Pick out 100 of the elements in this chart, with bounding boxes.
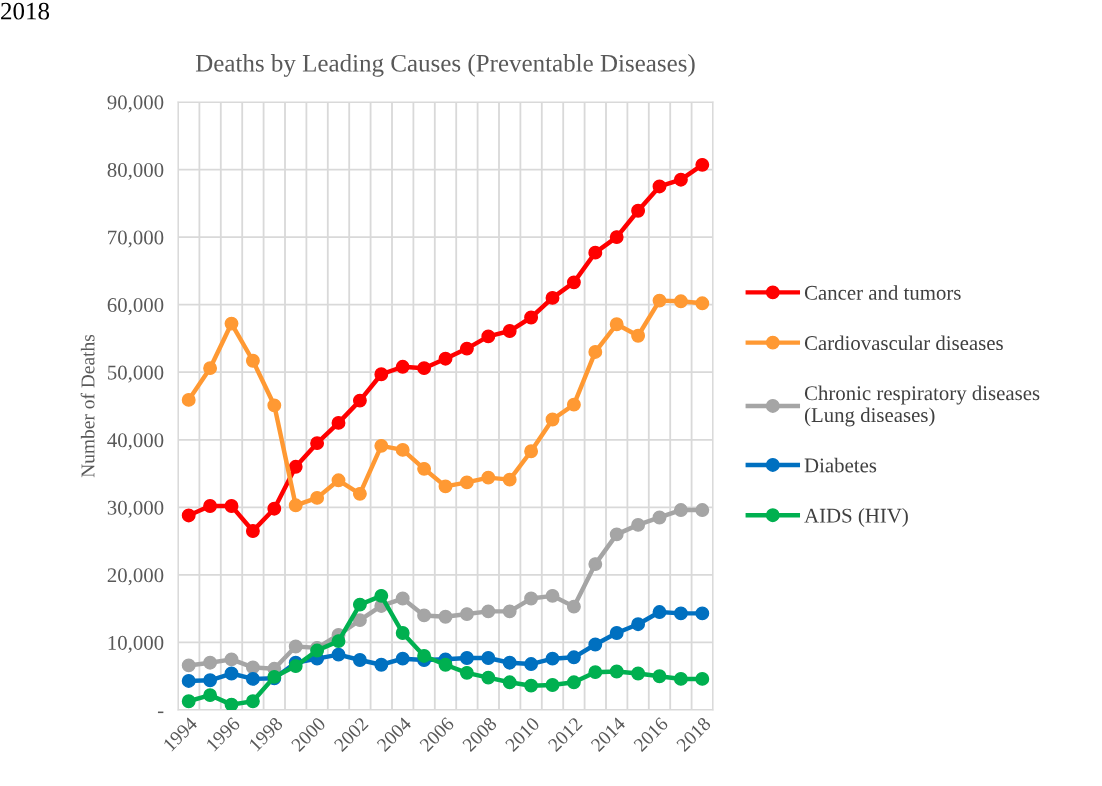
point xyxy=(438,609,453,624)
point xyxy=(181,658,196,673)
point xyxy=(288,459,303,474)
point xyxy=(203,499,218,513)
point xyxy=(352,393,367,408)
point xyxy=(652,510,667,525)
point xyxy=(566,599,581,614)
y-tick-label: 10,000 xyxy=(108,635,164,653)
point xyxy=(417,649,432,663)
point xyxy=(652,179,667,194)
point xyxy=(245,353,260,368)
point xyxy=(395,626,410,640)
point xyxy=(203,361,218,376)
point xyxy=(331,415,346,430)
point xyxy=(245,671,260,686)
point xyxy=(459,607,474,622)
point xyxy=(481,604,496,619)
point xyxy=(524,591,539,606)
point xyxy=(545,588,560,603)
point xyxy=(588,245,603,260)
point xyxy=(288,659,303,674)
y-tick-label: 70,000 xyxy=(108,230,164,248)
point xyxy=(566,397,581,412)
point xyxy=(459,475,474,490)
point xyxy=(631,666,646,681)
point xyxy=(331,634,346,649)
point xyxy=(695,503,710,517)
point xyxy=(438,479,453,494)
point xyxy=(631,328,646,343)
point xyxy=(566,275,581,290)
point xyxy=(288,498,303,513)
point xyxy=(417,361,432,376)
legend-label: Cardiovascular diseases xyxy=(804,335,1003,351)
point xyxy=(609,626,624,640)
point xyxy=(331,647,346,662)
point xyxy=(224,666,239,681)
point xyxy=(374,657,389,672)
y-tick-label: 60,000 xyxy=(107,298,164,316)
point xyxy=(288,639,303,654)
point xyxy=(609,230,624,245)
point xyxy=(673,294,688,309)
point xyxy=(181,508,196,523)
point xyxy=(267,501,282,516)
point xyxy=(695,296,710,311)
point xyxy=(203,688,218,703)
point xyxy=(374,588,389,603)
chart-title: Deaths by Leading Causes (Preventable Diseases) xyxy=(195,54,695,77)
point xyxy=(224,652,239,667)
point xyxy=(673,172,688,187)
point xyxy=(352,653,367,667)
point xyxy=(566,650,581,665)
point xyxy=(524,657,539,672)
point xyxy=(481,470,496,485)
y-tick-label: - xyxy=(157,711,164,714)
legend-label: Chronic respiratory diseases (Lung diseases) xyxy=(804,385,1040,427)
point xyxy=(224,316,239,331)
point xyxy=(245,660,260,675)
point xyxy=(545,651,560,666)
point xyxy=(609,527,624,542)
point xyxy=(395,591,410,606)
point xyxy=(459,651,474,665)
point xyxy=(545,290,560,305)
point xyxy=(245,524,260,538)
point xyxy=(609,317,624,332)
point xyxy=(310,436,325,451)
point xyxy=(438,657,453,672)
point xyxy=(502,472,517,487)
point xyxy=(652,293,667,308)
point xyxy=(374,367,389,382)
point xyxy=(695,606,710,621)
point xyxy=(481,651,496,665)
point xyxy=(502,655,517,670)
point xyxy=(481,670,496,685)
point xyxy=(631,617,646,632)
point xyxy=(352,597,367,612)
point xyxy=(631,517,646,532)
legend-label: Cancer and tumors xyxy=(804,285,961,300)
point xyxy=(652,669,667,684)
point xyxy=(673,503,688,517)
point xyxy=(695,671,710,686)
point xyxy=(673,606,688,621)
point xyxy=(459,341,474,356)
point xyxy=(395,359,410,374)
legend-label: AIDS (HIV) xyxy=(804,508,908,527)
point xyxy=(695,157,710,172)
point xyxy=(502,675,517,690)
point xyxy=(502,604,517,619)
point xyxy=(545,678,560,692)
point xyxy=(438,351,453,366)
point xyxy=(588,665,603,680)
point xyxy=(588,637,603,652)
point xyxy=(417,461,432,476)
point xyxy=(203,655,218,670)
legend-label: Diabetes xyxy=(804,457,877,473)
point xyxy=(224,697,239,710)
point xyxy=(331,473,346,488)
point xyxy=(374,438,389,453)
text: 2018 xyxy=(1,2,50,20)
y-tick-label: 40,000 xyxy=(107,433,164,451)
point xyxy=(524,310,539,325)
